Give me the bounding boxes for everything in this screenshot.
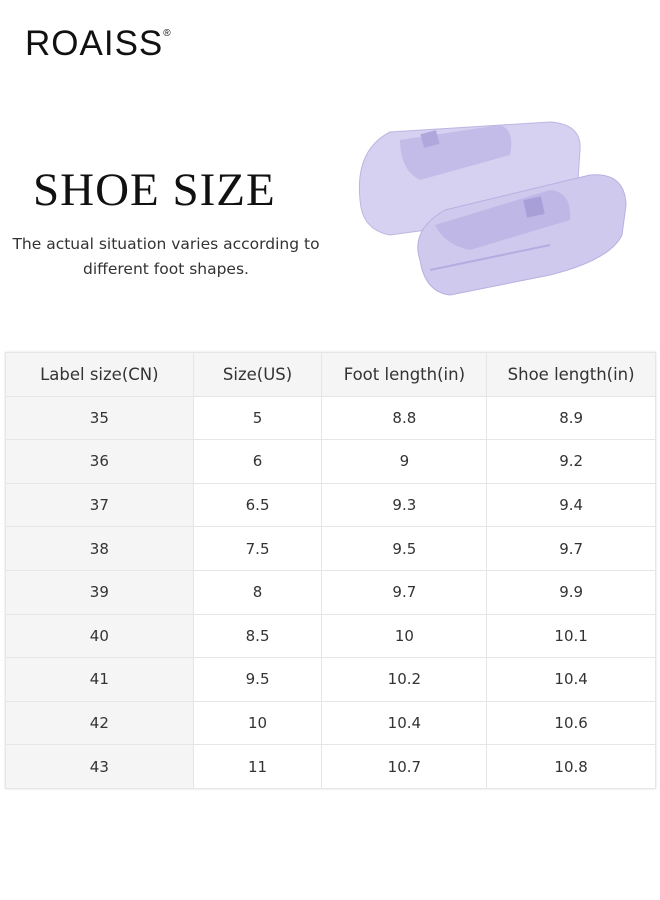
table-row: 38 7.5 9.5 9.7 — [5, 526, 656, 571]
front-slipper — [417, 174, 627, 296]
table-row: 43 11 10.7 10.8 — [5, 744, 656, 789]
cell-foot-length: 10 — [321, 613, 488, 659]
table-row: 39 8 9.7 9.9 — [5, 569, 656, 615]
cell-foot-length: 9.3 — [321, 482, 488, 528]
cell-size-us: 6.5 — [192, 482, 323, 528]
header-size-us: Size(US) — [192, 352, 323, 397]
table-row: 41 9.5 10.2 10.4 — [5, 657, 656, 702]
cell-size-us: 9.5 — [192, 657, 323, 702]
cell-shoe-length: 8.9 — [486, 395, 656, 441]
cell-shoe-length: 9.9 — [486, 569, 656, 615]
table-row: 40 8.5 10 10.1 — [5, 613, 656, 659]
cell-label-size-cn: 39 — [5, 569, 194, 615]
table-row: 37 6.5 9.3 9.4 — [5, 482, 656, 528]
cell-label-size-cn: 36 — [5, 439, 194, 484]
cell-foot-length: 10.2 — [321, 657, 488, 702]
cell-foot-length: 9.5 — [321, 526, 488, 571]
subtitle: The actual situation varies according to… — [12, 235, 320, 278]
cell-foot-length: 9.7 — [321, 569, 488, 615]
table-row: 36 6 9 9.2 — [5, 439, 656, 484]
cell-foot-length: 9 — [321, 439, 488, 484]
registered-mark: ® — [163, 28, 172, 39]
table-row: 42 10 10.4 10.6 — [5, 700, 656, 746]
brand-logo: ROAISS® — [25, 24, 172, 64]
page-title: SHOE SIZE — [33, 164, 276, 216]
size-chart-table: Label size(CN) Size(US) Foot length(in) … — [5, 352, 656, 789]
cell-size-us: 7.5 — [192, 526, 323, 571]
cell-size-us: 6 — [192, 439, 323, 484]
header-shoe-length: Shoe length(in) — [486, 352, 656, 397]
cell-label-size-cn: 35 — [5, 395, 194, 441]
cell-shoe-length: 9.2 — [486, 439, 656, 484]
cell-label-size-cn: 43 — [5, 744, 194, 789]
cell-size-us: 10 — [192, 700, 323, 746]
cell-size-us: 8.5 — [192, 613, 323, 659]
table-row: 35 5 8.8 8.9 — [5, 395, 656, 441]
header-label-size-cn: Label size(CN) — [5, 352, 194, 397]
cell-shoe-length: 10.1 — [486, 613, 656, 659]
cell-shoe-length: 10.6 — [486, 700, 656, 746]
cell-foot-length: 10.7 — [321, 744, 488, 789]
cell-label-size-cn: 41 — [5, 657, 194, 702]
cell-shoe-length: 10.8 — [486, 744, 656, 789]
logo-text: ROAISS — [25, 24, 164, 63]
header-foot-length: Foot length(in) — [321, 352, 488, 397]
cell-size-us: 11 — [192, 744, 323, 789]
cell-label-size-cn: 42 — [5, 700, 194, 746]
cell-shoe-length: 10.4 — [486, 657, 656, 702]
cell-foot-length: 8.8 — [321, 395, 488, 441]
cell-shoe-length: 9.4 — [486, 482, 656, 528]
cell-size-us: 5 — [192, 395, 323, 441]
cell-label-size-cn: 38 — [5, 526, 194, 571]
cell-shoe-length: 9.7 — [486, 526, 656, 571]
table-header-row: Label size(CN) Size(US) Foot length(in) … — [5, 352, 656, 397]
slipper-image — [358, 121, 627, 296]
cell-label-size-cn: 40 — [5, 613, 194, 659]
cell-foot-length: 10.4 — [321, 700, 488, 746]
cell-size-us: 8 — [192, 569, 323, 615]
cell-label-size-cn: 37 — [5, 482, 194, 528]
